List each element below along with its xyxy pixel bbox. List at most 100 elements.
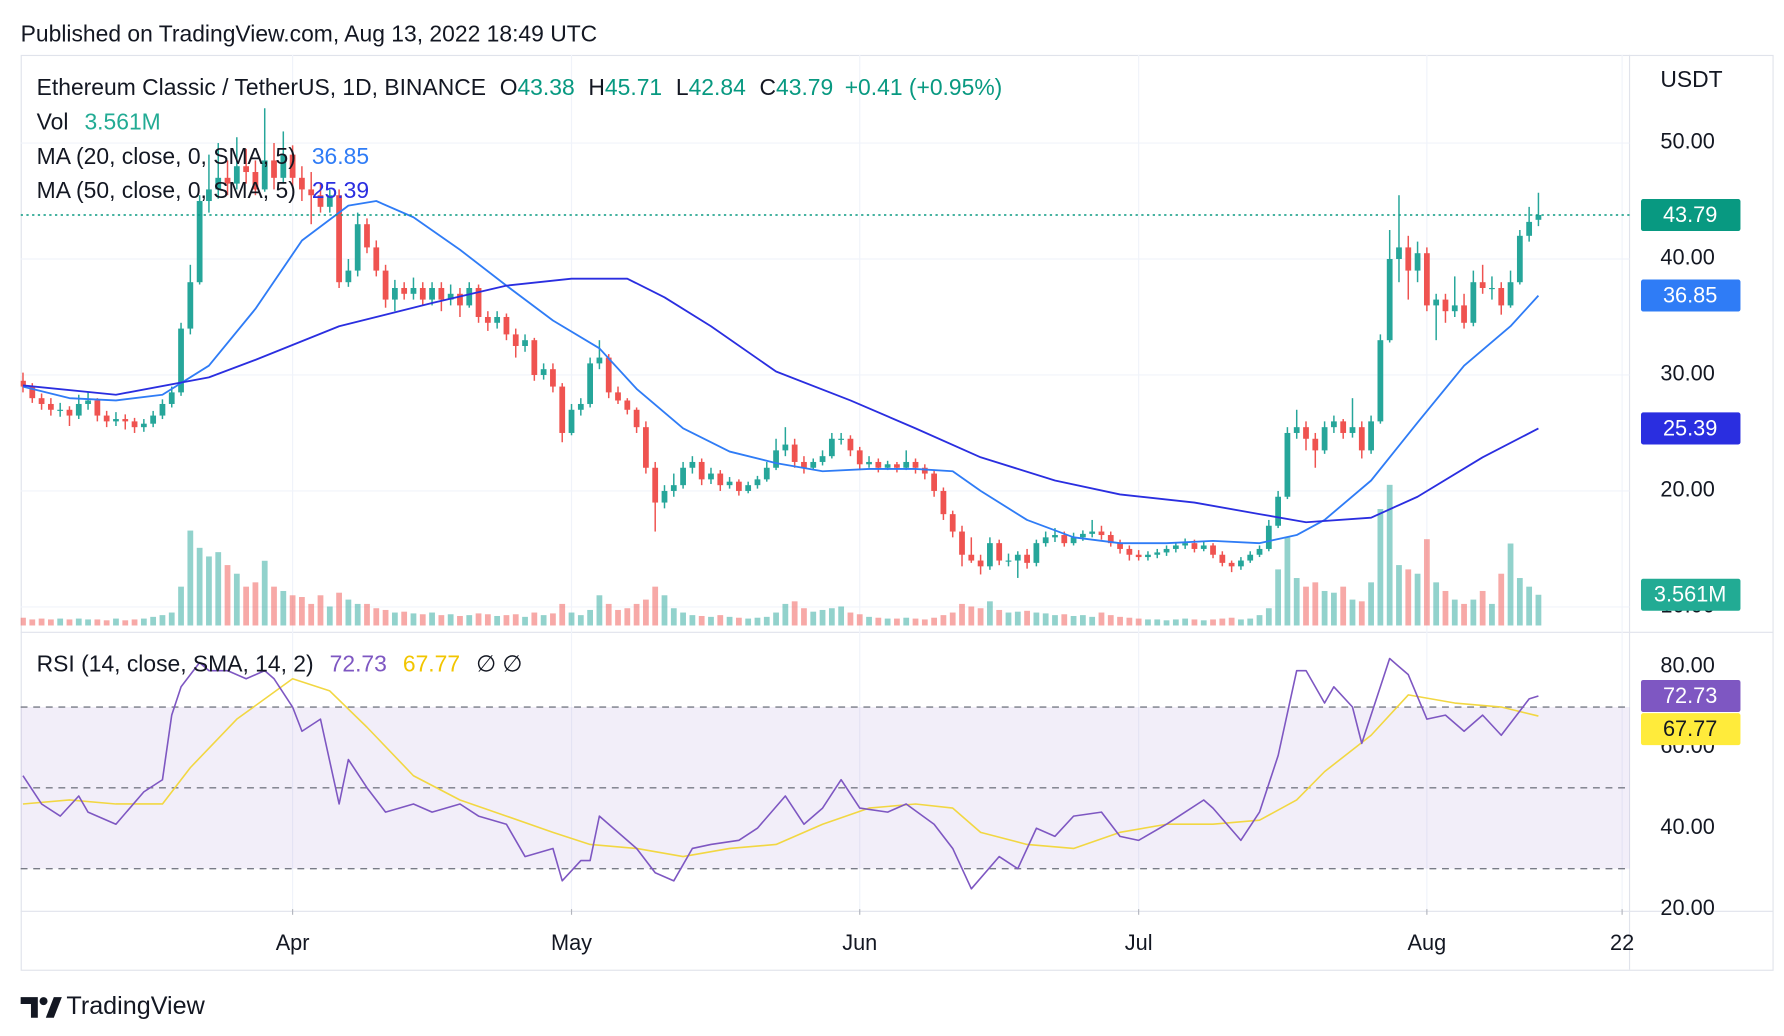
candle-body <box>1461 305 1467 323</box>
candle-body <box>875 461 882 468</box>
volume-bar <box>754 617 761 626</box>
volume-bar <box>1238 619 1244 626</box>
candle-body <box>1442 299 1449 312</box>
volume-bar <box>1182 618 1189 626</box>
volume-bar <box>317 595 324 626</box>
candle-body <box>373 247 380 271</box>
volume-bar <box>847 612 854 626</box>
candle-body <box>931 473 937 491</box>
price-tick-label: 30.00 <box>1660 361 1714 386</box>
volume-bar <box>921 619 928 626</box>
logo-slash <box>45 997 62 1018</box>
logo-mark <box>20 997 38 1018</box>
volume-bar <box>559 603 566 626</box>
candle-body <box>921 467 928 474</box>
volume-bar <box>1107 615 1114 626</box>
candle-body <box>122 419 129 422</box>
volume-bar <box>977 608 984 626</box>
volume-bar <box>745 618 752 626</box>
candle-body <box>968 554 975 561</box>
volume-bar <box>903 617 910 626</box>
volume-bar <box>410 613 417 626</box>
candle-body <box>856 450 863 465</box>
candle-body <box>1182 543 1189 546</box>
rsi-0-box <box>1640 679 1741 713</box>
volume-bar <box>29 619 36 626</box>
volume-bar <box>140 618 147 626</box>
candle-body <box>680 467 686 486</box>
volume-bar <box>94 619 101 626</box>
rsi-tick-label: 40.00 <box>1660 814 1714 839</box>
volume-bar <box>187 530 194 626</box>
volume-bar <box>85 619 91 626</box>
volume-bar <box>512 614 519 626</box>
volume-bar <box>643 599 649 626</box>
rsi-name: RSI (14, close, SMA, 14, 2) <box>37 651 314 677</box>
candle-body <box>996 543 1003 561</box>
volume-bar <box>1070 615 1077 626</box>
candle-body <box>1024 554 1030 563</box>
volume-bar <box>1014 611 1021 626</box>
candle-body <box>522 340 528 346</box>
candle-body <box>503 316 510 335</box>
ma50-legend: MA (50, close, 0, SMA, 5) 25.39 <box>37 177 369 203</box>
candle-body <box>1061 535 1068 544</box>
rsi-tick-label: 20.00 <box>1660 895 1714 920</box>
candle-body <box>828 438 835 457</box>
candle-body <box>447 293 454 300</box>
volume-bar <box>522 616 528 626</box>
candle-body <box>1005 560 1012 562</box>
volume-bar <box>1284 537 1291 626</box>
candle-body <box>243 166 250 173</box>
volume-bar <box>1442 590 1449 626</box>
volume-bar <box>940 615 947 626</box>
volume-bar <box>717 615 724 626</box>
candle-body <box>717 473 724 486</box>
candle-body <box>438 287 445 300</box>
candle-body <box>1172 545 1179 549</box>
volume-bar <box>1154 619 1161 626</box>
volume-bar <box>577 615 584 626</box>
candle-body <box>596 357 603 364</box>
volume-bar <box>1396 565 1402 626</box>
candle-body <box>382 270 389 300</box>
volume-bar <box>47 619 54 626</box>
candle-body <box>1516 235 1523 283</box>
volume-bar <box>875 617 882 626</box>
volume-bar <box>1507 543 1514 626</box>
candle-body <box>1498 287 1505 306</box>
rsi-0-label: 72.73 <box>1663 683 1717 708</box>
candle-body <box>168 392 175 404</box>
candle-body <box>801 461 807 468</box>
published-note: Published on TradingView.com, Aug 13, 20… <box>21 20 598 46</box>
volume-bar <box>75 618 82 626</box>
ma-0-box <box>1640 279 1741 312</box>
candle-body <box>661 490 668 503</box>
volume-bar <box>1228 617 1235 626</box>
change-value: +0.41 (+0.95%) <box>845 74 1003 100</box>
logo-dot <box>39 997 48 1006</box>
volume-bar <box>652 586 659 626</box>
candle-body <box>354 224 361 271</box>
volume-bar <box>299 597 305 626</box>
volume-bar <box>1042 613 1049 626</box>
candle-body <box>624 400 631 410</box>
candle-body <box>1126 548 1133 555</box>
volume-bar <box>1303 586 1309 626</box>
candle-body <box>299 177 305 190</box>
ma-1-label: 25.39 <box>1663 415 1717 440</box>
currency-label: USDT <box>1660 66 1722 92</box>
candle-body <box>894 464 900 468</box>
candle-body <box>113 419 119 422</box>
ma20-value: 36.85 <box>312 143 369 169</box>
candle-body <box>206 189 212 202</box>
candle-body <box>178 328 184 393</box>
volume-bar <box>196 547 203 626</box>
volume-bar <box>1089 616 1096 626</box>
candle-body <box>568 409 575 433</box>
volume-bar <box>438 615 445 626</box>
volume-bar <box>66 619 73 626</box>
volume-bar <box>633 603 640 626</box>
candle-body <box>1117 543 1123 549</box>
volume-bar <box>354 603 361 626</box>
